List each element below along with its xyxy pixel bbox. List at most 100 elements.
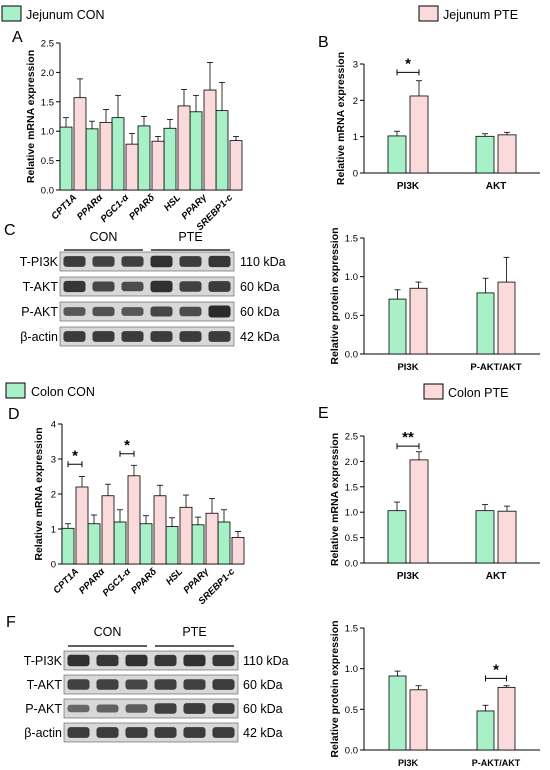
panel-letter-b: B [318,34,329,51]
bar-con [137,125,151,191]
y-tick-label: 0 [353,169,358,180]
y-tick-label: 0.5 [345,311,358,322]
bar-con [475,510,495,564]
chart-jejunum-genes: 0.0 0.5 1.0 1.5 2.0 2.5 Relative mRNA expressi… [25,39,243,233]
legend-swatch-pte [418,5,439,22]
bar-pte [99,121,113,191]
y-axis-label: Relative protein expression [329,620,341,757]
y-tick-label: 0.5 [41,156,54,167]
blot-row-label: β-actin [20,330,58,344]
blot-strip [63,722,239,743]
legend-swatch-pte [423,383,444,400]
bar-con [111,117,125,191]
y-tick-label: 0.5 [345,705,358,716]
blot-band [179,281,202,292]
bar-con [139,523,153,565]
legend-jejunum-con: Jejunum CON [1,5,105,22]
y-tick-label: 2 [353,96,358,107]
panel-letter-d: D [8,406,20,423]
bar-con [476,292,495,355]
blot-band [183,654,206,667]
y-tick-label: 0.0 [41,186,54,197]
x-tick-label: PGC1-α [101,566,134,599]
bar-pte [409,459,429,564]
bar-pte [179,506,193,565]
blot-row-label: T-AKT [23,280,59,294]
bar-con [191,524,205,565]
bar-con [61,527,75,565]
x-tick-label: PI3K [397,362,418,373]
blot-band [63,256,86,267]
y-tick-label: 2.5 [41,39,54,50]
bar-pte [205,512,219,565]
blot-row-label: T-PI3K [20,255,59,269]
legend-label: Colon CON [31,385,95,399]
significance-label: * [493,661,499,678]
y-axis-label: Relative protein expression [329,227,341,364]
blot-band [208,305,231,318]
y-tick-label: 1.5 [41,97,54,108]
bar-pte [497,134,517,174]
y-tick-label: 1 [51,525,56,536]
significance-label: ** [402,429,414,446]
blot-band [212,654,235,667]
x-tick-label: PI3K [398,758,419,768]
x-tick-label: CPT1A [51,566,81,596]
blot-band [121,256,144,267]
western-blot-colon: CON PTE T-PI3K 110 kDa T-AKT 60 kDa P-AKT 60 kD… [24,625,289,743]
blot-size-label: 110 kDa [243,654,289,668]
bar-con [387,510,407,564]
bar-pte [409,95,429,174]
blot-band [179,256,202,267]
blot-strip [59,251,235,272]
y-tick-label: 3 [353,60,358,71]
x-tick-label: P-AKT/AKT [472,758,521,768]
blot-band [183,727,206,738]
blot-band [154,703,177,714]
x-tick-label: PPARδ [127,192,157,222]
blot-band [212,703,235,714]
bar-pte [151,140,165,191]
blot-band [125,727,148,738]
y-axis-label: Relative mRNA expression [329,433,341,566]
bar-pte [409,689,428,751]
y-axis-label: Relative mRNA expression [33,427,45,560]
bar-con [388,675,407,751]
legend-colon-con: Colon CON [5,382,95,399]
bar-pte [125,143,139,191]
bar-con [217,521,231,565]
blot-row-label: P-AKT [25,702,62,716]
bar-pte [497,686,516,751]
y-axis-label: Relative mRNA expression [25,50,37,183]
y-tick-label: 1.5 [345,234,358,245]
blot-row-label: T-PI3K [24,654,63,668]
blot-size-label: 110 kDa [240,255,286,269]
blot-band [208,281,231,292]
bar-pte [153,495,167,565]
blot-band [96,704,119,713]
bar-pte [73,97,87,191]
blot-band [125,654,148,667]
bar-con [476,710,495,751]
x-tick-label: PI3K [397,571,420,582]
blot-band [96,727,119,738]
blot-band [92,256,115,267]
blot-band [212,727,235,738]
blot-row-label: T-AKT [27,678,63,692]
legend-label: Jejunum PTE [443,8,518,22]
y-tick-label: 1.5 [345,624,358,635]
legend-swatch-con [1,5,22,22]
significance-label: * [405,55,411,72]
blot-group-label: CON [94,625,122,639]
bar-pte [231,537,245,565]
x-tick-label: HSL [162,192,183,213]
western-blot-jejunum: CON PTE T-PI3K 110 kDa T-AKT 60 kDa P-AKT 60 kD… [20,230,286,347]
blot-band [125,704,148,713]
x-tick-label: AKT [486,181,507,192]
y-tick-label: 1.0 [41,127,54,138]
blot-band [179,306,202,317]
panel-letter-a: A [12,29,23,46]
blot-strip [63,674,239,695]
y-tick-label: 2 [51,490,56,501]
blot-size-label: 60 kDa [243,678,283,692]
